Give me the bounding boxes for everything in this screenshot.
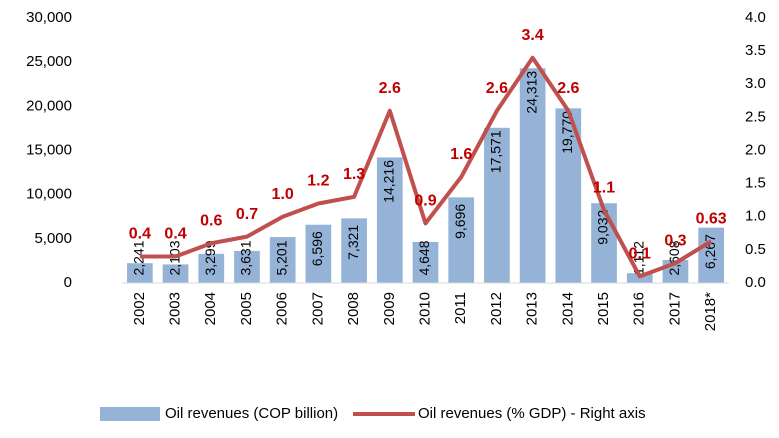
line-value-label: 0.6 (200, 212, 222, 229)
line-value-label: 0.63 (696, 210, 727, 227)
x-tick-label: 2013 (524, 292, 541, 325)
line-value-label: 1.3 (343, 166, 365, 183)
bar-value-label: 6,596 (309, 231, 325, 266)
line (139, 55, 713, 279)
line-value-label: 0.7 (236, 206, 258, 223)
bar-value-label: 6,267 (702, 234, 718, 269)
bar (698, 227, 725, 283)
y-tick-label: 20,000 (26, 97, 72, 114)
line-value-label: 1.2 (307, 173, 329, 190)
x-tick-label: 2018* (702, 292, 719, 331)
line-value-label: 2.6 (557, 80, 579, 97)
bar-value-label: 17,571 (488, 130, 504, 173)
y2-tick-label: 2.5 (745, 108, 766, 125)
bar (448, 197, 475, 283)
line-value-label: 1.0 (272, 186, 294, 203)
bar (269, 237, 296, 283)
y-tick-label: 25,000 (26, 53, 72, 70)
bar-value-label: 3,631 (238, 240, 254, 275)
y2-tick-label: 1.5 (745, 175, 766, 192)
line-value-label: 3.4 (521, 27, 543, 44)
x-tick-label: 2012 (488, 292, 505, 325)
y-tick-label: 10,000 (26, 186, 72, 203)
x-tick-label: 2006 (274, 292, 291, 325)
bar (484, 127, 510, 284)
bar-value-label: 3,299 (202, 240, 218, 275)
y-tick-label: 0 (64, 274, 72, 291)
x-tick-label: 2010 (416, 292, 433, 325)
line-value-label: 1.1 (593, 179, 615, 196)
bar-value-label: 9,696 (452, 204, 468, 239)
legend-label: Oil revenues (COP billion) (165, 405, 338, 422)
bar (519, 68, 546, 283)
y2-tick-label: 1.0 (745, 208, 766, 225)
legend-label: Oil revenues (% GDP) - Right axis (418, 405, 646, 422)
bar (591, 203, 617, 283)
y2-tick-label: 3.0 (745, 75, 766, 92)
bar (126, 263, 153, 283)
line-value-label: 0.4 (129, 226, 151, 243)
x-tick-label: 2003 (167, 292, 184, 325)
line-value-label: 0.1 (629, 246, 651, 263)
x-tick-label: 2007 (309, 292, 326, 325)
bar (341, 218, 367, 283)
bar-value-label: 7,321 (345, 225, 361, 260)
y2-tick-label: 0.5 (745, 241, 766, 258)
x-tick-label: 2017 (666, 292, 683, 325)
line-value-label: 2.6 (486, 80, 508, 97)
bar-value-label: 4,648 (416, 240, 432, 275)
bar (305, 224, 332, 283)
line-value-label: 0.4 (164, 226, 186, 243)
bar (162, 264, 189, 283)
y2-tick-label: 4.0 (745, 9, 766, 26)
y-tick-label: 30,000 (26, 9, 72, 26)
y2-tick-label: 2.0 (745, 141, 766, 158)
x-tick-label: 2015 (595, 292, 612, 325)
y-tick-label: 5,000 (34, 230, 72, 247)
legend-swatch (100, 407, 160, 421)
x-tick-label: 2002 (131, 292, 148, 325)
y2-tick-label: 3.5 (745, 42, 766, 59)
bar-value-label: 14,216 (380, 160, 396, 203)
x-tick-label: 2014 (559, 292, 576, 325)
bar (234, 250, 260, 283)
x-tick-label: 2004 (202, 292, 219, 325)
bar (198, 253, 225, 283)
x-tick-label: 2016 (631, 292, 648, 325)
y2-tick-label: 0.0 (745, 274, 766, 291)
bar (412, 241, 439, 283)
x-tick-label: 2009 (381, 292, 398, 325)
line-value-label: 2.6 (379, 80, 401, 97)
line-value-label: 1.6 (450, 146, 472, 163)
y-tick-label: 15,000 (26, 141, 72, 158)
bar (376, 157, 403, 283)
x-tick-label: 2011 (452, 292, 469, 324)
bar-value-label: 5,201 (273, 240, 289, 275)
line-value-label: 0.9 (414, 193, 436, 210)
line-value-label: 0.3 (664, 232, 686, 249)
x-tick-label: 2008 (345, 292, 362, 325)
bar-value-label: 2,241 (131, 240, 147, 275)
bar-value-label: 24,313 (523, 71, 539, 114)
x-tick-label: 2005 (238, 292, 255, 325)
